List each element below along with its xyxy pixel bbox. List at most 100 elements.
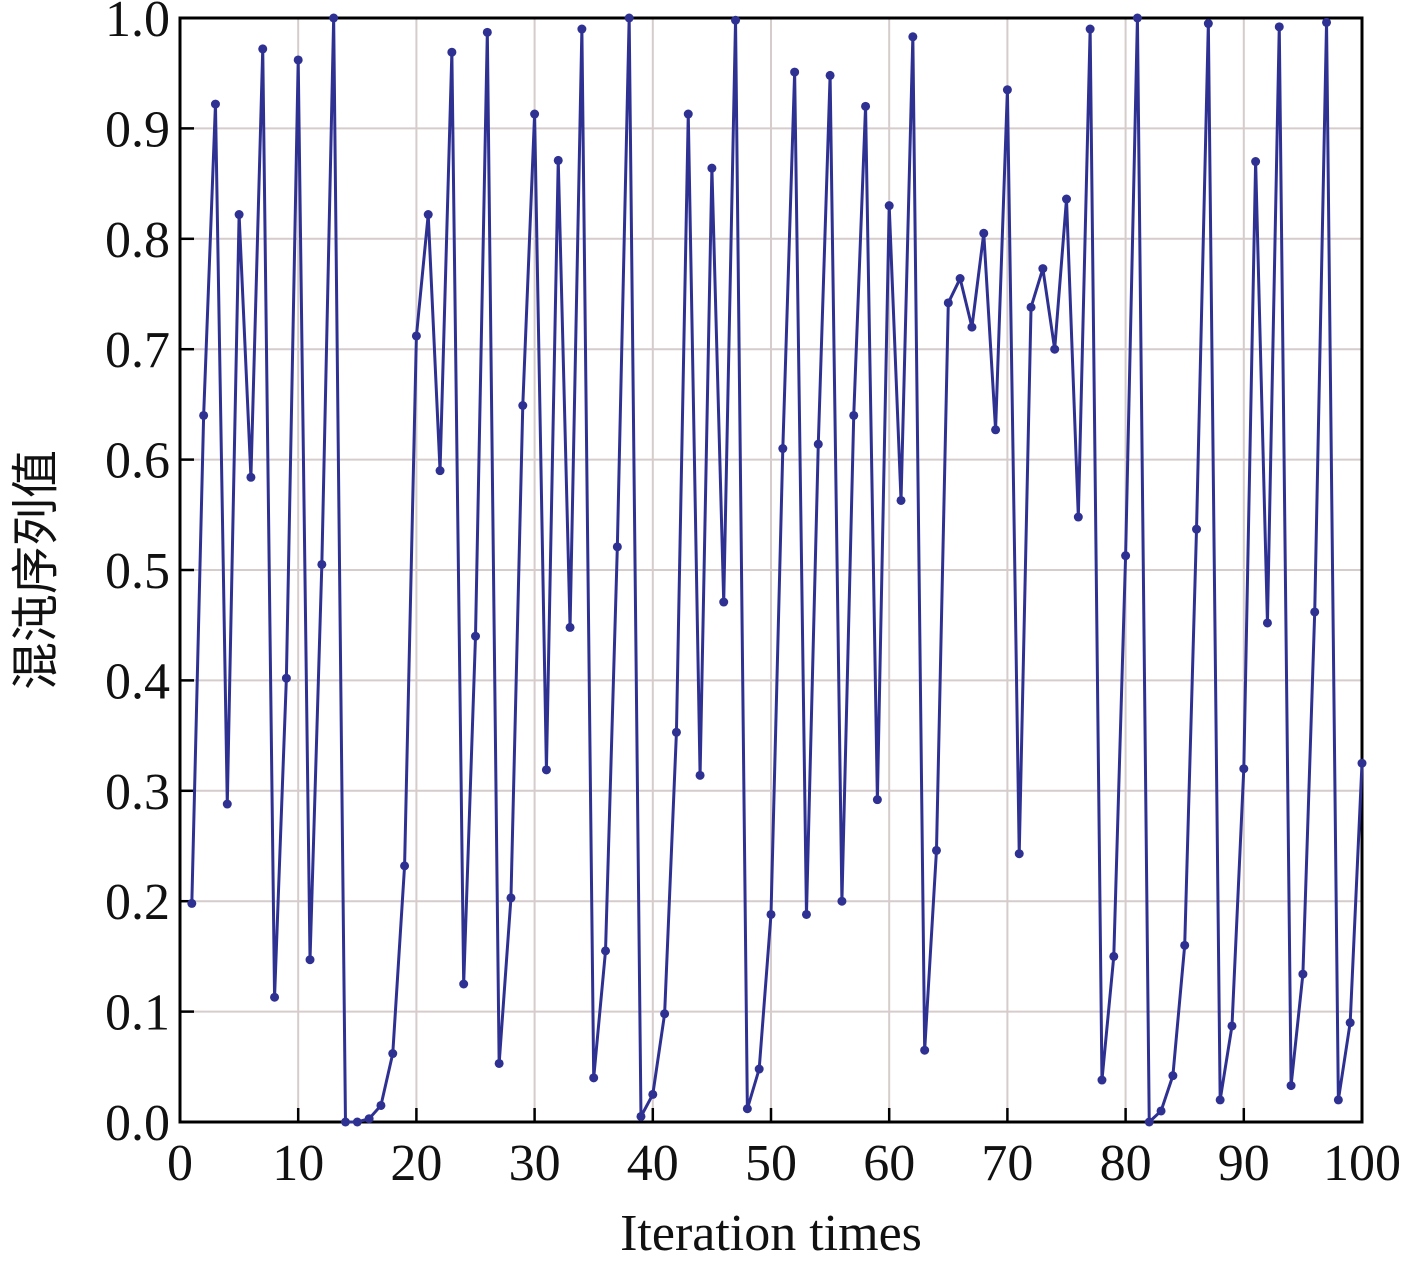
- data-point: [577, 24, 587, 34]
- data-point: [837, 896, 847, 906]
- y-tick-label: 0.1: [105, 985, 170, 1042]
- data-point: [1132, 13, 1142, 23]
- data-point: [742, 1104, 752, 1114]
- data-point: [388, 1049, 398, 1059]
- data-point: [861, 101, 871, 111]
- x-tick-label: 20: [390, 1135, 442, 1192]
- x-tick-label: 10: [272, 1135, 324, 1192]
- data-point: [589, 1073, 599, 1083]
- data-point: [1144, 1117, 1154, 1127]
- data-point: [1097, 1075, 1107, 1085]
- data-point: [896, 495, 906, 505]
- data-point: [317, 559, 327, 569]
- data-point: [270, 992, 280, 1002]
- data-point: [754, 1064, 764, 1074]
- data-point: [1322, 17, 1332, 27]
- data-point: [920, 1045, 930, 1055]
- data-point: [660, 1009, 670, 1019]
- data-point: [636, 1111, 646, 1121]
- data-line: [190, 17, 1364, 1126]
- data-point: [1180, 940, 1190, 950]
- data-point: [1345, 1018, 1355, 1028]
- data-point: [329, 13, 339, 23]
- y-axis-label: 混沌序列值: [8, 450, 64, 690]
- x-tick-label: 40: [627, 1135, 679, 1192]
- data-point: [1203, 19, 1213, 29]
- y-tick-label: 0.8: [105, 212, 170, 269]
- data-point: [400, 861, 410, 871]
- data-point: [210, 99, 220, 109]
- data-point: [1239, 764, 1249, 774]
- data-point: [648, 1089, 658, 1099]
- data-point: [671, 727, 681, 737]
- x-tick-label: 70: [981, 1135, 1033, 1192]
- data-point: [364, 1114, 374, 1124]
- data-point: [1333, 1095, 1343, 1105]
- data-point: [1192, 524, 1202, 534]
- data-point: [1251, 157, 1261, 167]
- data-point: [1357, 758, 1367, 768]
- y-tick-label: 0.5: [105, 543, 170, 600]
- data-point: [719, 597, 729, 607]
- data-point: [1050, 344, 1060, 354]
- data-point: [459, 979, 469, 989]
- data-point: [967, 322, 977, 332]
- data-point: [1014, 849, 1024, 859]
- data-point: [707, 163, 717, 173]
- data-point: [1298, 969, 1308, 979]
- data-point: [1274, 22, 1284, 32]
- data-point: [801, 909, 811, 919]
- data-point: [541, 765, 551, 775]
- data-point: [530, 109, 540, 119]
- y-tick-label: 0.6: [105, 433, 170, 490]
- data-point: [979, 228, 989, 238]
- data-point: [1310, 607, 1320, 617]
- data-point: [1262, 618, 1272, 628]
- data-point: [1109, 951, 1119, 961]
- data-point: [305, 955, 315, 965]
- data-point: [1026, 302, 1036, 312]
- y-tick-label: 0.9: [105, 101, 170, 158]
- data-point: [234, 210, 244, 220]
- data-point: [931, 845, 941, 855]
- data-point: [849, 410, 859, 420]
- data-point: [825, 70, 835, 80]
- data-point: [1215, 1095, 1225, 1105]
- y-tick-label: 0.2: [105, 874, 170, 931]
- data-point: [246, 472, 256, 482]
- data-point: [624, 13, 634, 23]
- data-point: [766, 909, 776, 919]
- data-point: [258, 44, 268, 54]
- data-point: [1168, 1071, 1178, 1081]
- x-tick-label: 0: [167, 1135, 193, 1192]
- data-point: [790, 67, 800, 77]
- data-point: [612, 542, 622, 552]
- data-point: [955, 274, 965, 284]
- x-tick-label: 100: [1323, 1135, 1401, 1192]
- data-point: [553, 155, 563, 165]
- data-point: [1121, 551, 1131, 561]
- data-point: [872, 795, 882, 805]
- data-point: [695, 770, 705, 780]
- x-tick-label: 30: [509, 1135, 561, 1192]
- y-tick-label: 1.0: [105, 0, 170, 48]
- data-point: [482, 27, 492, 37]
- data-point: [340, 1117, 350, 1127]
- data-point: [565, 622, 575, 632]
- data-point: [376, 1100, 386, 1110]
- data-point: [1073, 512, 1083, 522]
- y-tick-label: 0.3: [105, 764, 170, 821]
- data-point: [813, 439, 823, 449]
- y-tick-label: 0.0: [105, 1095, 170, 1152]
- data-point: [352, 1117, 362, 1127]
- data-point: [1038, 264, 1048, 274]
- data-point: [494, 1058, 504, 1068]
- data-point: [601, 946, 611, 956]
- data-point: [199, 410, 209, 420]
- x-tick-label: 60: [863, 1135, 915, 1192]
- x-tick-label: 90: [1218, 1135, 1270, 1192]
- data-point: [222, 799, 232, 809]
- x-tick-label: 80: [1100, 1135, 1152, 1192]
- y-tick-label: 0.7: [105, 322, 170, 379]
